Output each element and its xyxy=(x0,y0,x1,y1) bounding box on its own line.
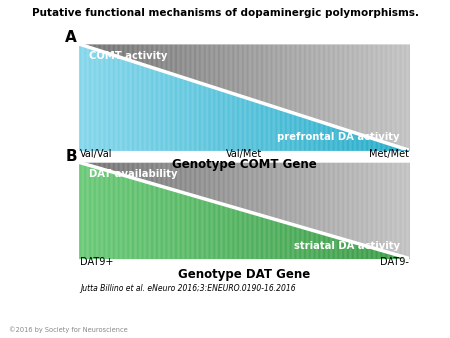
Text: Val/Val: Val/Val xyxy=(80,149,112,159)
Text: Met/Met: Met/Met xyxy=(369,149,409,159)
Text: Genotype DAT Gene: Genotype DAT Gene xyxy=(178,268,310,281)
Text: Genotype COMT Gene: Genotype COMT Gene xyxy=(171,158,316,171)
Text: Jutta Billino et al. eNeuro 2016;3:ENEURO.0190-16.2016: Jutta Billino et al. eNeuro 2016;3:ENEUR… xyxy=(80,284,296,293)
Text: striatal DA activity: striatal DA activity xyxy=(293,241,400,251)
Text: A: A xyxy=(65,30,77,45)
Text: prefrontal DA activity: prefrontal DA activity xyxy=(277,132,400,142)
Text: DAT9+: DAT9+ xyxy=(80,257,113,267)
Text: ©2016 by Society for Neuroscience: ©2016 by Society for Neuroscience xyxy=(9,326,128,333)
Text: Putative functional mechanisms of dopaminergic polymorphisms.: Putative functional mechanisms of dopami… xyxy=(32,8,419,19)
Text: DAT9-: DAT9- xyxy=(380,257,409,267)
Text: B: B xyxy=(65,148,77,164)
Text: DAT availability: DAT availability xyxy=(89,169,177,179)
Text: Val/Met: Val/Met xyxy=(226,149,262,159)
Text: COMT activity: COMT activity xyxy=(89,51,167,62)
